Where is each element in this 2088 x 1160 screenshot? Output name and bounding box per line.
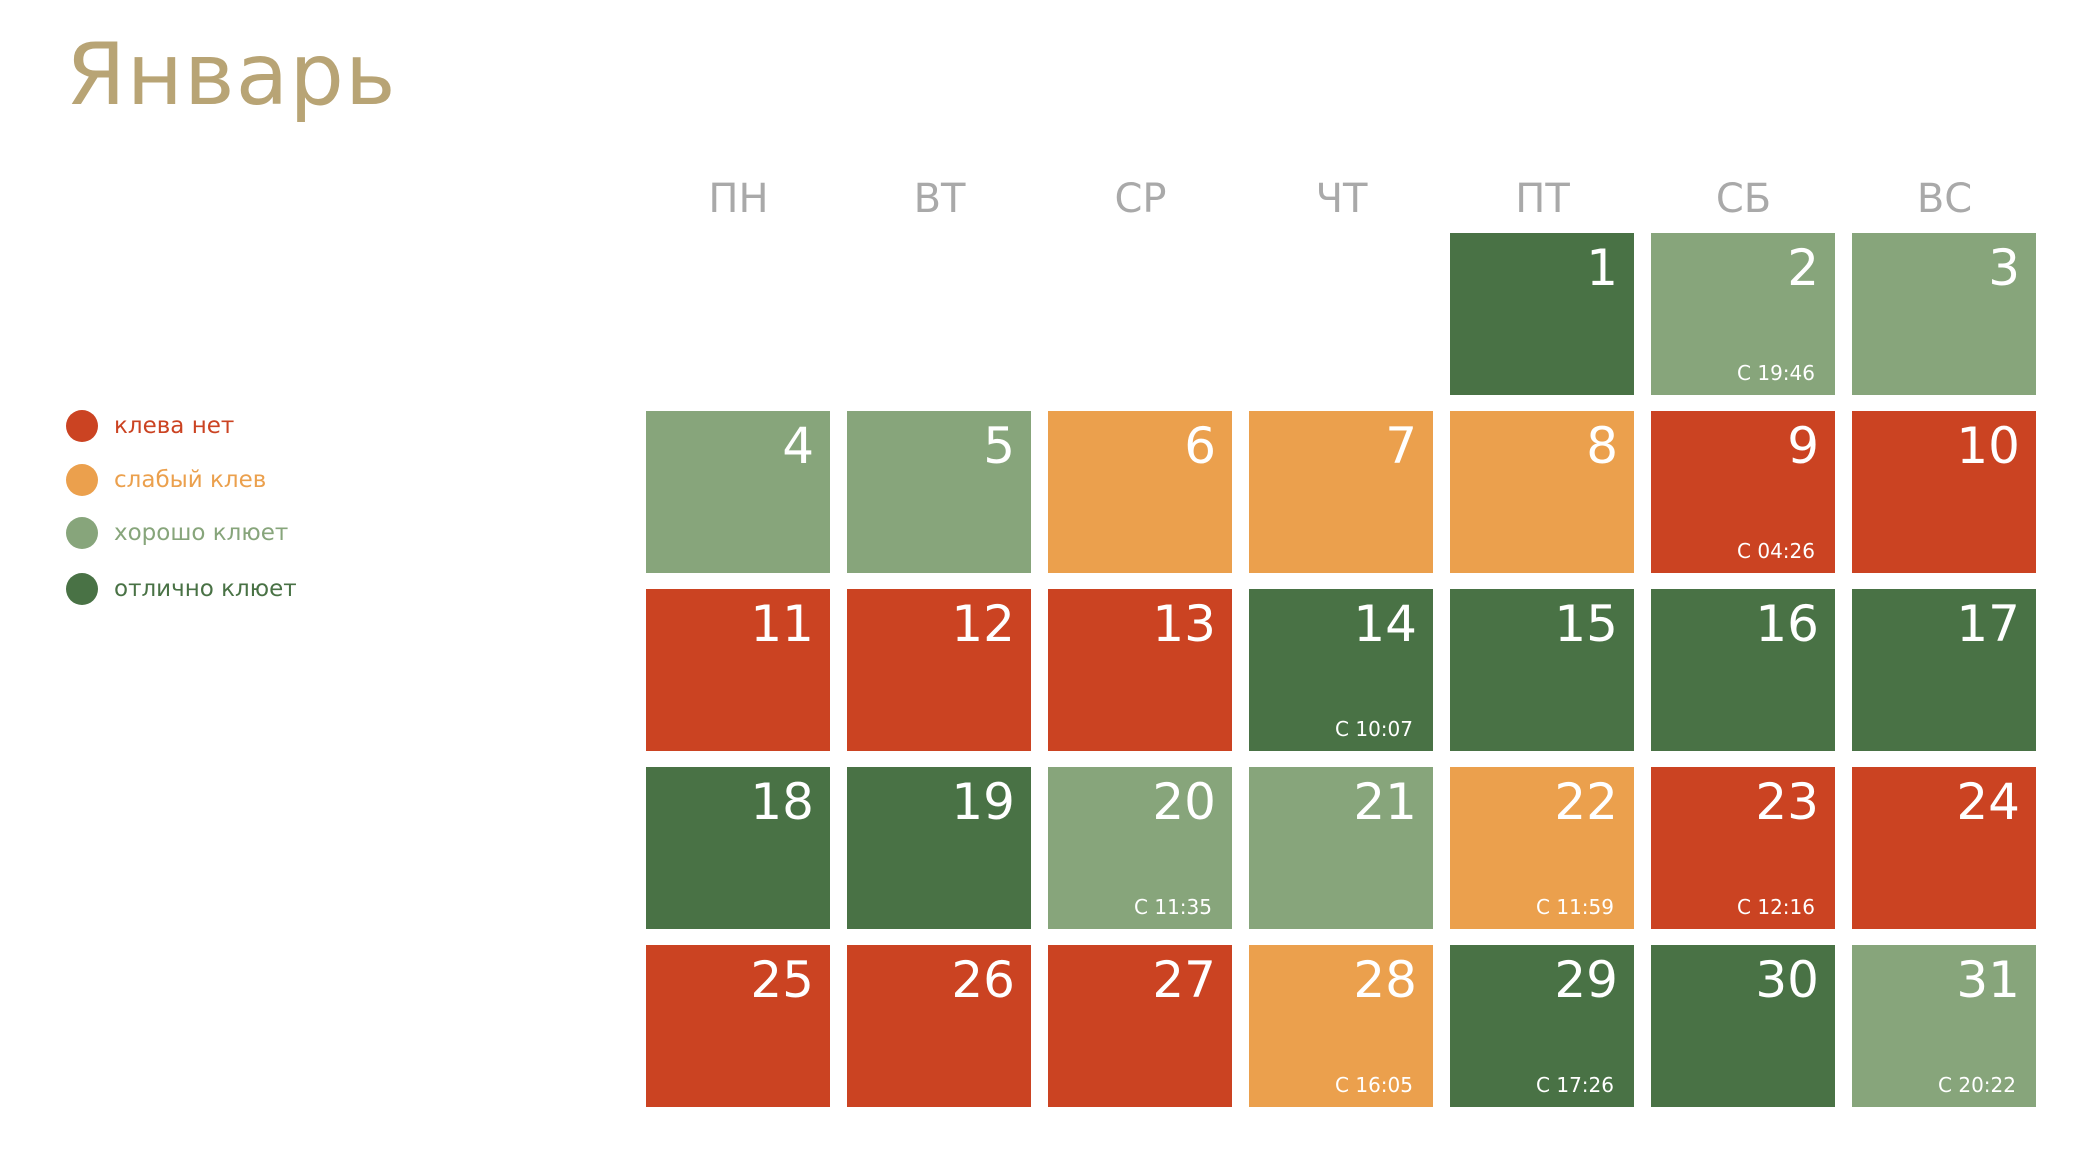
day-cell[interactable]: 25: [646, 945, 830, 1107]
day-number: 19: [951, 773, 1015, 831]
day-number: 7: [1385, 417, 1417, 475]
day-cell[interactable]: 24: [1852, 767, 2036, 929]
day-cell[interactable]: 9 С 04:26: [1651, 411, 1835, 573]
weekday-label: СБ: [1715, 176, 1772, 222]
day-number: 22: [1554, 773, 1618, 831]
day-number: 5: [983, 417, 1015, 475]
legend-label: хорошо клюет: [114, 520, 289, 546]
weekday-label: ЧТ: [1315, 176, 1368, 222]
day-time-note: С 11:59: [1536, 895, 1614, 919]
legend-dot-icon: [66, 573, 98, 605]
weekday-label: СР: [1114, 176, 1167, 222]
day-number: 18: [750, 773, 814, 831]
weekday-label: ВТ: [913, 176, 966, 222]
day-cell[interactable]: 4: [646, 411, 830, 573]
legend-item: хорошо клюет: [66, 517, 288, 549]
day-number: 23: [1755, 773, 1819, 831]
day-cell[interactable]: 13: [1048, 589, 1232, 751]
day-cell[interactable]: 12: [847, 589, 1031, 751]
day-number: 28: [1353, 951, 1417, 1009]
day-time-note: С 04:26: [1737, 539, 1815, 563]
day-cell[interactable]: 14 С 10:07: [1249, 589, 1433, 751]
day-cell[interactable]: 15: [1450, 589, 1634, 751]
day-cell[interactable]: 6: [1048, 411, 1232, 573]
day-cell[interactable]: 18: [646, 767, 830, 929]
day-number: 11: [750, 595, 814, 653]
weekday-label: ВС: [1916, 176, 1973, 222]
day-time-note: С 12:16: [1737, 895, 1815, 919]
page-title: Январь: [66, 25, 397, 125]
day-time-note: С 17:26: [1536, 1073, 1614, 1097]
day-number: 27: [1152, 951, 1216, 1009]
day-cell[interactable]: 19: [847, 767, 1031, 929]
day-number: 8: [1586, 417, 1618, 475]
day-number: 1: [1586, 239, 1618, 297]
day-number: 6: [1184, 417, 1216, 475]
day-number: 14: [1353, 595, 1417, 653]
day-cell[interactable]: 16: [1651, 589, 1835, 751]
day-cell[interactable]: 26: [847, 945, 1031, 1107]
day-cell[interactable]: 17: [1852, 589, 2036, 751]
legend-dot-icon: [66, 410, 98, 442]
day-cell[interactable]: 29 С 17:26: [1450, 945, 1634, 1107]
legend-dot-icon: [66, 517, 98, 549]
day-cell[interactable]: 11: [646, 589, 830, 751]
legend-dot-icon: [66, 464, 98, 496]
day-number: 24: [1956, 773, 2020, 831]
day-cell[interactable]: 28 С 16:05: [1249, 945, 1433, 1107]
day-number: 25: [750, 951, 814, 1009]
day-cell[interactable]: 22 С 11:59: [1450, 767, 1634, 929]
legend-label: слабый клев: [114, 467, 267, 493]
day-number: 15: [1554, 595, 1618, 653]
day-cell[interactable]: 30: [1651, 945, 1835, 1107]
weekday-label: ПТ: [1515, 176, 1570, 222]
day-cell[interactable]: 21: [1249, 767, 1433, 929]
day-number: 20: [1152, 773, 1216, 831]
day-number: 9: [1787, 417, 1819, 475]
legend-label: отлично клюет: [114, 576, 297, 602]
day-number: 21: [1353, 773, 1417, 831]
day-time-note: С 11:35: [1134, 895, 1212, 919]
legend-item: слабый клев: [66, 464, 266, 496]
legend-item: клева нет: [66, 410, 234, 442]
legend-item: отлично клюет: [66, 573, 297, 605]
day-time-note: С 16:05: [1335, 1073, 1413, 1097]
day-cell[interactable]: 31 С 20:22: [1852, 945, 2036, 1107]
day-number: 2: [1787, 239, 1819, 297]
day-number: 17: [1956, 595, 2020, 653]
day-number: 3: [1988, 239, 2020, 297]
day-number: 30: [1755, 951, 1819, 1009]
day-number: 16: [1755, 595, 1819, 653]
day-number: 12: [951, 595, 1015, 653]
day-time-note: С 19:46: [1737, 361, 1815, 385]
day-number: 26: [951, 951, 1015, 1009]
day-number: 29: [1554, 951, 1618, 1009]
legend-label: клева нет: [114, 413, 235, 439]
day-number: 13: [1152, 595, 1216, 653]
day-cell[interactable]: 2 С 19:46: [1651, 233, 1835, 395]
day-time-note: С 20:22: [1938, 1073, 2016, 1097]
day-cell[interactable]: 8: [1450, 411, 1634, 573]
day-number: 10: [1956, 417, 2020, 475]
day-cell[interactable]: 23 С 12:16: [1651, 767, 1835, 929]
day-number: 31: [1956, 951, 2020, 1009]
weekday-label: ПН: [708, 176, 769, 222]
day-cell[interactable]: 7: [1249, 411, 1433, 573]
day-number: 4: [782, 417, 814, 475]
day-cell[interactable]: 27: [1048, 945, 1232, 1107]
day-cell[interactable]: 5: [847, 411, 1031, 573]
day-cell[interactable]: 1: [1450, 233, 1634, 395]
day-cell[interactable]: 3: [1852, 233, 2036, 395]
day-cell[interactable]: 20 С 11:35: [1048, 767, 1232, 929]
day-cell[interactable]: 10: [1852, 411, 2036, 573]
day-time-note: С 10:07: [1335, 717, 1413, 741]
